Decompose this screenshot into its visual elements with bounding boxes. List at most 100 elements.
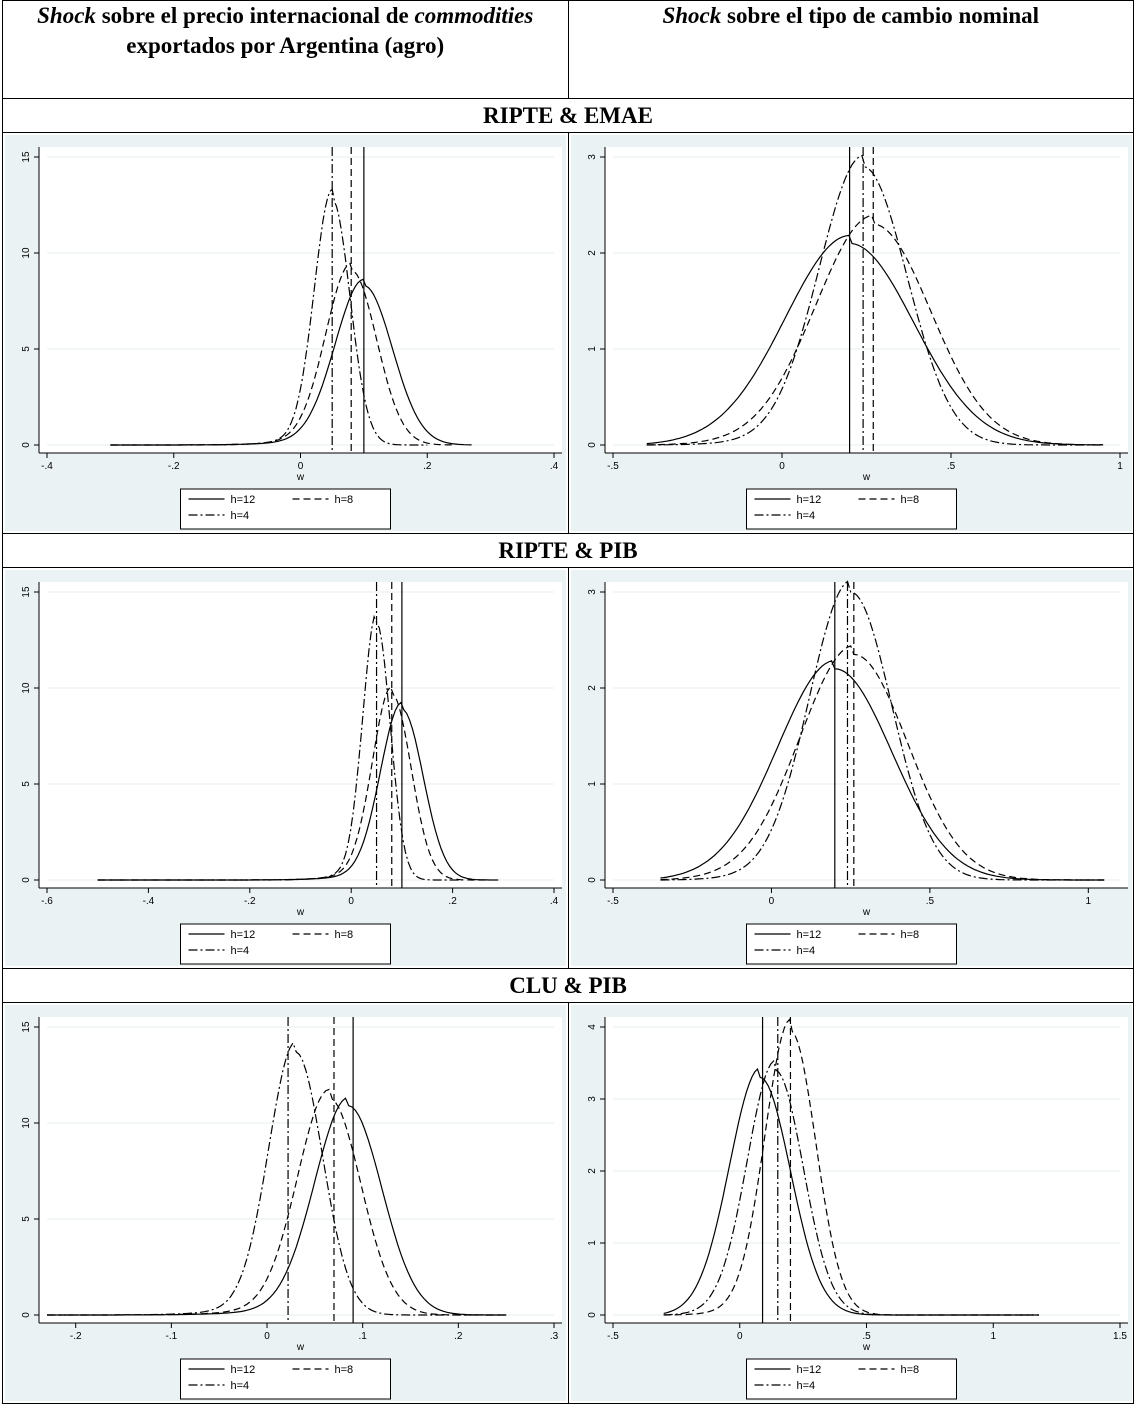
y-tick-label: 0 (21, 877, 32, 883)
y-tick-label: 3 (587, 1096, 598, 1102)
legend-label: h=12 (231, 929, 256, 941)
y-tick-label: 15 (21, 1021, 32, 1033)
x-tick-label: 1 (1117, 461, 1123, 472)
density-line-h-12 (659, 660, 1104, 881)
legend-label: h=4 (231, 1380, 250, 1392)
x-tick-label: -.5 (607, 1331, 619, 1342)
x-tick-label: -.2 (70, 1331, 82, 1342)
legend-label: h=4 (796, 1380, 815, 1392)
density-line-h-8 (47, 1088, 507, 1316)
legend-label: h=4 (231, 510, 250, 522)
chart-cell: 0 5 10 15 -.2 -.1 0 .1 .2 .3 w h=12 h=8 h=4 (2, 1002, 569, 1404)
plot-area (39, 1017, 562, 1323)
section-title-ripte-pib: RIPTE & PIB (2, 533, 1134, 568)
legend-label: h=12 (231, 1364, 256, 1376)
header-commodities-word: commodities (414, 3, 534, 28)
legend-label: h=12 (796, 929, 821, 941)
x-tick-label: .4 (550, 896, 559, 907)
legend-label: h=8 (900, 1364, 919, 1376)
density-chart: 0 1 2 3 -.5 0 .5 1 w h=12 h=8 h=4 (570, 135, 1132, 531)
y-tick-label: 15 (21, 586, 32, 598)
y-tick-label: 0 (587, 442, 598, 448)
legend-label: h=8 (335, 1364, 354, 1376)
y-tick-label: 0 (587, 1312, 598, 1318)
x-tick-label: .1 (359, 1331, 368, 1342)
legend-label: h=12 (796, 494, 821, 506)
legend-box (745, 1358, 957, 1400)
density-line-h-4 (47, 1041, 507, 1316)
x-tick-label: -.4 (41, 461, 53, 472)
header-text: exportados por Argentina (agro) (126, 33, 445, 58)
legend-box (745, 923, 957, 965)
x-tick-label: .2 (448, 896, 457, 907)
y-tick-label: 0 (21, 1312, 32, 1318)
y-tick-label: 0 (587, 877, 598, 883)
y-tick-label: 5 (21, 346, 32, 352)
x-tick-label: .5 (946, 461, 955, 472)
y-tick-label: 0 (21, 442, 32, 448)
y-tick-label: 15 (21, 151, 32, 163)
x-tick-label: .2 (454, 1331, 463, 1342)
chart-cell: 0 5 10 15 -.6 -.4 -.2 0 .2 .4 w h=12 h=8 h=4 (2, 567, 569, 969)
x-tick-label: .5 (925, 896, 934, 907)
x-tick-label: 1 (1085, 896, 1091, 907)
x-axis-label: w (861, 1342, 870, 1353)
header-text: sobre el precio internacional de (95, 3, 415, 28)
y-tick-label: 1 (587, 346, 598, 352)
column-header-tipo-de-cambio: Shock sobre el tipo de cambio nominal (567, 0, 1134, 99)
chart-cell: 0 1 2 3 -.5 0 .5 1 w h=12 h=8 h=4 (567, 567, 1134, 969)
plot-area (604, 582, 1128, 888)
chart-cell: 0 5 10 15 -.4 -.2 0 .2 .4 w h=12 h=8 h=4 (2, 132, 569, 534)
y-tick-label: 1 (587, 1240, 598, 1246)
legend-box (745, 488, 957, 530)
density-line-h-4 (110, 188, 428, 446)
density-line-h-8 (97, 685, 489, 881)
y-tick-label: 1 (587, 781, 598, 787)
density-line-h-4 (646, 154, 1103, 446)
x-tick-label: 0 (264, 1331, 270, 1342)
legend-box (180, 1358, 391, 1400)
x-axis-label: w (861, 472, 870, 483)
density-chart: 0 5 10 15 -.4 -.2 0 .2 .4 w h=12 h=8 h=4 (5, 135, 566, 531)
plot-area (604, 1017, 1128, 1323)
y-tick-label: 5 (21, 1216, 32, 1222)
legend-label: h=8 (335, 929, 354, 941)
y-tick-label: 2 (587, 685, 598, 691)
legend-box (180, 488, 391, 530)
legend-box (180, 923, 391, 965)
x-tick-label: -.2 (244, 896, 256, 907)
legend-label: h=12 (796, 1364, 821, 1376)
legend-label: h=8 (900, 929, 919, 941)
header-text: sobre el tipo de cambio nominal (721, 3, 1040, 28)
y-tick-label: 10 (21, 1117, 32, 1129)
x-tick-label: .2 (423, 461, 432, 472)
x-tick-label: 0 (298, 461, 304, 472)
y-tick-label: 4 (587, 1024, 598, 1030)
legend-label: h=12 (231, 494, 256, 506)
density-line-h-4 (663, 1059, 1039, 1316)
x-tick-label: -.5 (607, 896, 619, 907)
header-shock-word: Shock (662, 3, 722, 28)
x-tick-label: 1 (990, 1331, 996, 1342)
density-chart: 0 1 2 3 4 -.5 0 .5 1 1.5 w h=12 h=8 h=4 (570, 1005, 1132, 1401)
header-shock-word: Shock (37, 3, 96, 28)
x-tick-label: -.4 (143, 896, 155, 907)
density-line-h-12 (646, 234, 1103, 446)
x-tick-label: .4 (550, 461, 559, 472)
density-line-h-4 (660, 580, 1104, 881)
y-tick-label: 5 (21, 781, 32, 787)
y-tick-label: 2 (587, 250, 598, 256)
x-tick-label: -.5 (607, 461, 619, 472)
y-tick-label: 10 (21, 247, 32, 259)
legend-label: h=4 (231, 945, 250, 957)
x-tick-label: -.1 (166, 1331, 178, 1342)
column-header-commodities: Shock sobre el precio internacional de c… (2, 0, 569, 99)
y-tick-label: 2 (587, 1168, 598, 1174)
legend-label: h=4 (796, 510, 815, 522)
x-tick-label: 0 (768, 896, 774, 907)
density-line-h-8 (659, 645, 1104, 881)
x-axis-label: w (296, 472, 305, 483)
x-axis-label: w (861, 907, 870, 918)
legend-label: h=8 (335, 494, 354, 506)
density-line-h-8 (646, 214, 1103, 446)
